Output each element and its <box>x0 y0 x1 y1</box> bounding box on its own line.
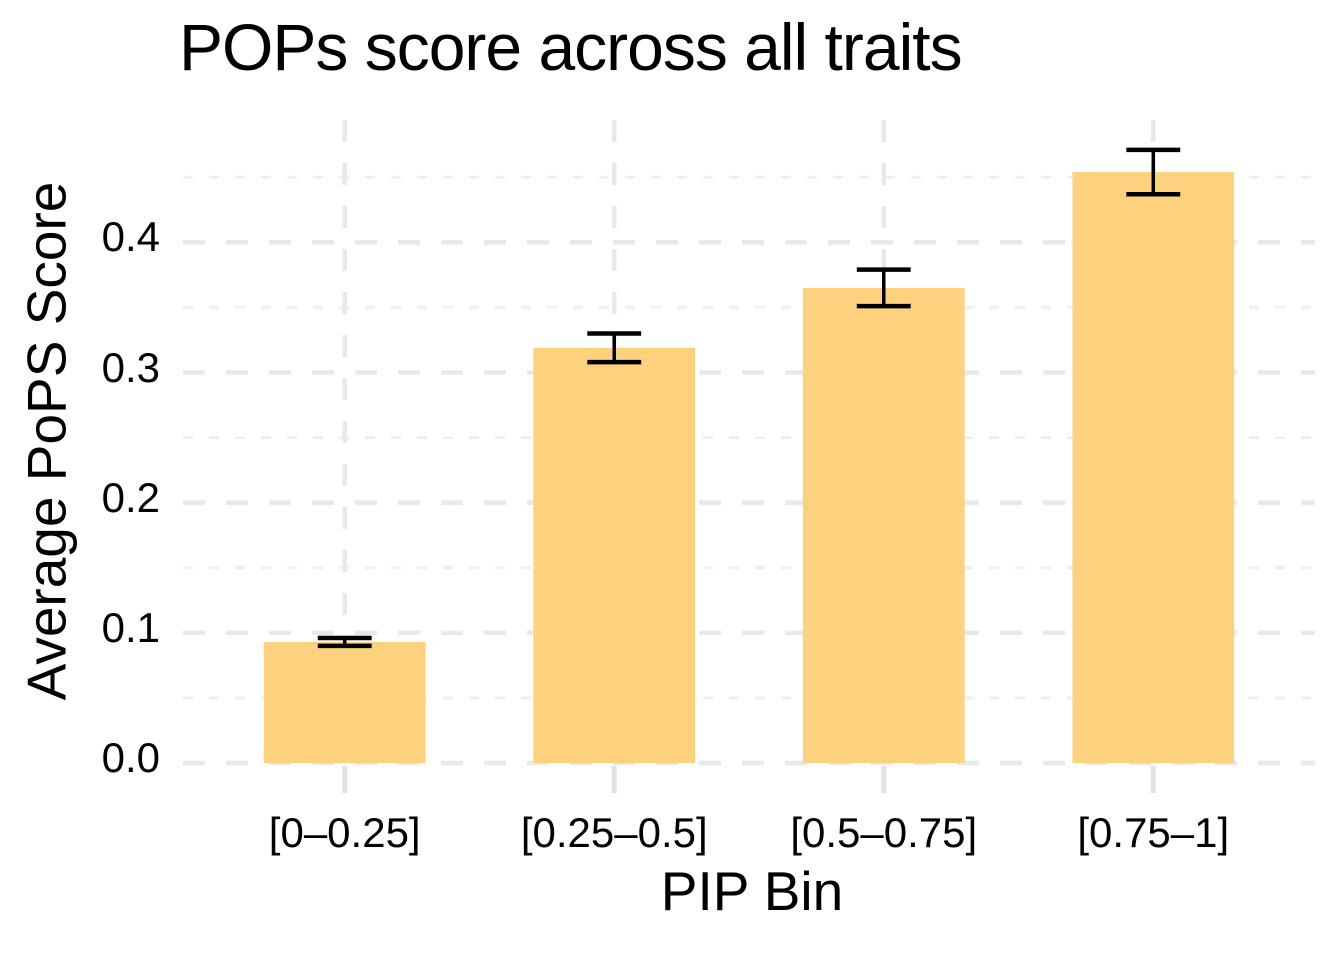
y-tick-label: 0.0 <box>101 734 160 781</box>
x-tick-label: [0.75–1] <box>1077 809 1230 856</box>
bar <box>802 287 965 763</box>
y-tick-label: 0.2 <box>101 473 160 521</box>
x-axis-title: PIP Bin <box>660 860 844 922</box>
y-tick-label: 0.3 <box>101 343 160 391</box>
y-axis-title: Average PoPS Score <box>15 181 78 701</box>
bar <box>263 641 426 763</box>
x-tick-label: [0.25–0.5] <box>520 809 708 856</box>
y-tick-label: 0.1 <box>101 603 160 651</box>
y-tick-label: 0.4 <box>101 213 160 261</box>
chart-title: POPs score across all traits <box>179 10 963 84</box>
bar <box>533 347 696 763</box>
x-tick-label: [0–0.25] <box>268 809 421 856</box>
bar <box>1072 172 1235 764</box>
x-tick-label: [0.5–0.75] <box>790 809 978 856</box>
